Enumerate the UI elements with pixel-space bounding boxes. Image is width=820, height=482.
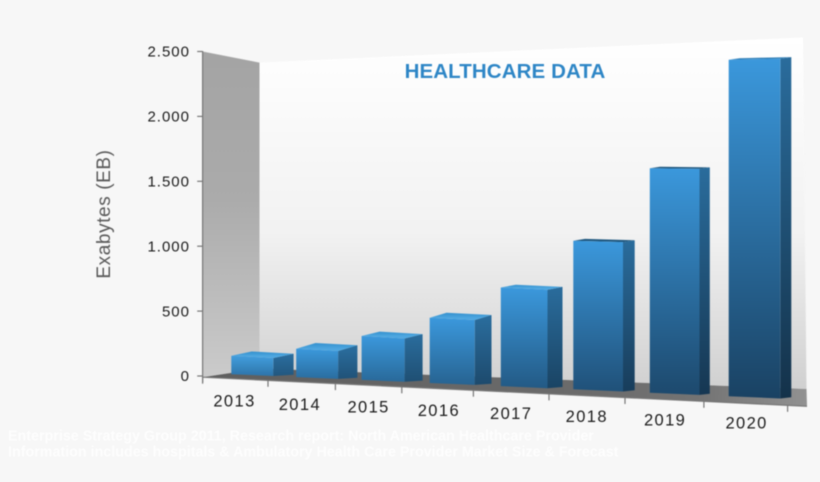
- svg-text:Information includes hospitals: Information includes hospitals & Ambulat…: [8, 444, 619, 460]
- svg-text:Enterprise Strategy Group 2011: Enterprise Strategy Group 2011, Research…: [8, 429, 594, 445]
- svg-text:0: 0: [181, 368, 190, 385]
- svg-text:1.500: 1.500: [147, 174, 190, 191]
- svg-text:2015: 2015: [347, 398, 389, 416]
- svg-text:HEALTHCARE DATA: HEALTHCARE DATA: [405, 60, 606, 83]
- svg-text:2020: 2020: [725, 414, 767, 432]
- svg-text:2019: 2019: [644, 411, 686, 429]
- svg-text:500: 500: [162, 303, 190, 320]
- svg-text:1.000: 1.000: [147, 238, 190, 255]
- svg-text:2017: 2017: [490, 405, 532, 423]
- svg-text:2013: 2013: [213, 393, 255, 411]
- svg-text:2014: 2014: [279, 396, 321, 414]
- svg-text:2018: 2018: [566, 408, 608, 426]
- svg-text:2.500: 2.500: [147, 44, 190, 61]
- svg-text:2016: 2016: [418, 402, 460, 420]
- svg-text:Exabytes (EB): Exabytes (EB): [94, 149, 115, 278]
- svg-text:2.000: 2.000: [147, 109, 190, 126]
